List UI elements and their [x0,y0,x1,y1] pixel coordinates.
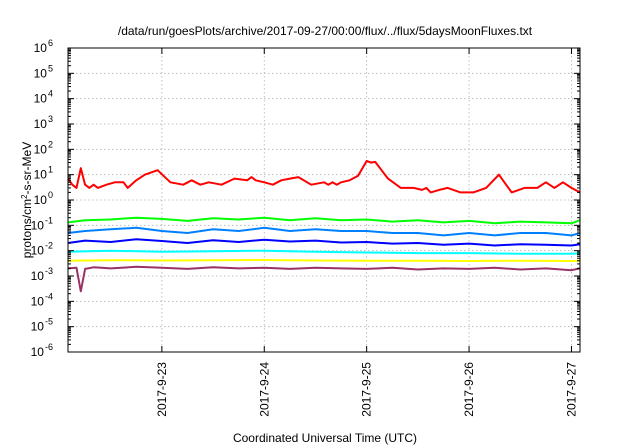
series-line-5 [67,249,581,255]
series-line-3 [67,226,581,237]
y-tick-exponent: 0 [48,190,53,200]
x-tick-label: 2017-9-27 [564,362,578,417]
series-layer [67,159,581,293]
y-tick-exponent: -1 [45,215,53,225]
y-tick-base: 10 [31,320,45,334]
y-tick-base: 10 [34,142,48,156]
y-axis-label-sup: 2 [20,194,29,199]
x-tick-label: 2017-9-25 [360,362,374,417]
y-tick-label: 105 [34,63,53,80]
y-tick-exponent: 3 [48,114,53,124]
y-tick-base: 10 [34,92,48,106]
y-tick-base: 10 [31,345,45,359]
x-tick-label: 2017-9-26 [462,362,476,417]
y-tick-exponent: -3 [45,266,53,276]
series-line-6 [67,259,581,262]
y-tick-label: 104 [34,89,53,106]
y-tick-label: 100 [34,190,53,207]
y-tick-base: 10 [31,244,45,258]
y-tick-label: 106 [34,38,53,55]
y-axis-label-post: -s-sr-MeV [20,142,34,195]
y-tick-exponent: -6 [45,342,53,352]
y-tick-base: 10 [34,168,48,182]
y-tick-exponent: 2 [48,139,53,149]
y-tick-label: 10-5 [31,317,53,334]
y-tick-label: 10-3 [31,266,53,283]
y-tick-label: 103 [34,114,53,131]
chart-title: /data/run/goesPlots/archive/2017-09-27/0… [118,24,533,38]
y-tick-label: 102 [34,139,53,156]
y-tick-base: 10 [34,193,48,207]
y-tick-exponent: 1 [48,165,53,175]
y-tick-label: 10-1 [31,215,53,232]
y-tick-exponent: 6 [48,38,53,48]
x-tick-label: 2017-9-24 [257,362,271,417]
y-axis-label-pre: protons/cm [20,199,34,258]
x-tick-label: 2017-9-23 [155,362,169,417]
grid [68,47,580,353]
y-tick-base: 10 [31,294,45,308]
y-tick-label: 10-4 [31,291,53,308]
y-axis-ticks: 10610510410310210110010-110-210-310-410-… [31,38,580,359]
y-tick-base: 10 [34,117,48,131]
y-tick-exponent: -5 [45,317,53,327]
y-tick-label: 10-6 [31,342,53,359]
y-axis-label: protons/cm2-s-sr-MeV [20,142,35,258]
series-line-7 [67,265,581,293]
series-line-1 [67,159,581,194]
y-tick-base: 10 [31,269,45,283]
y-tick-exponent: 4 [48,89,53,99]
y-tick-exponent: -4 [45,291,53,301]
x-axis-ticks: 2017-9-23 2017-9-24 2017-9-25 2017-9-26 2017… [155,48,578,417]
y-tick-base: 10 [34,66,48,80]
y-tick-label: 10-2 [31,241,53,258]
y-tick-base: 10 [34,41,48,55]
series-line-2 [67,216,581,225]
y-tick-label: 101 [34,165,53,182]
y-tick-base: 10 [31,218,45,232]
series-line-4 [67,238,581,247]
y-tick-exponent: 5 [48,63,53,73]
y-tick-exponent: -2 [45,241,53,251]
x-axis-label: Coordinated Universal Time (UTC) [233,431,417,445]
